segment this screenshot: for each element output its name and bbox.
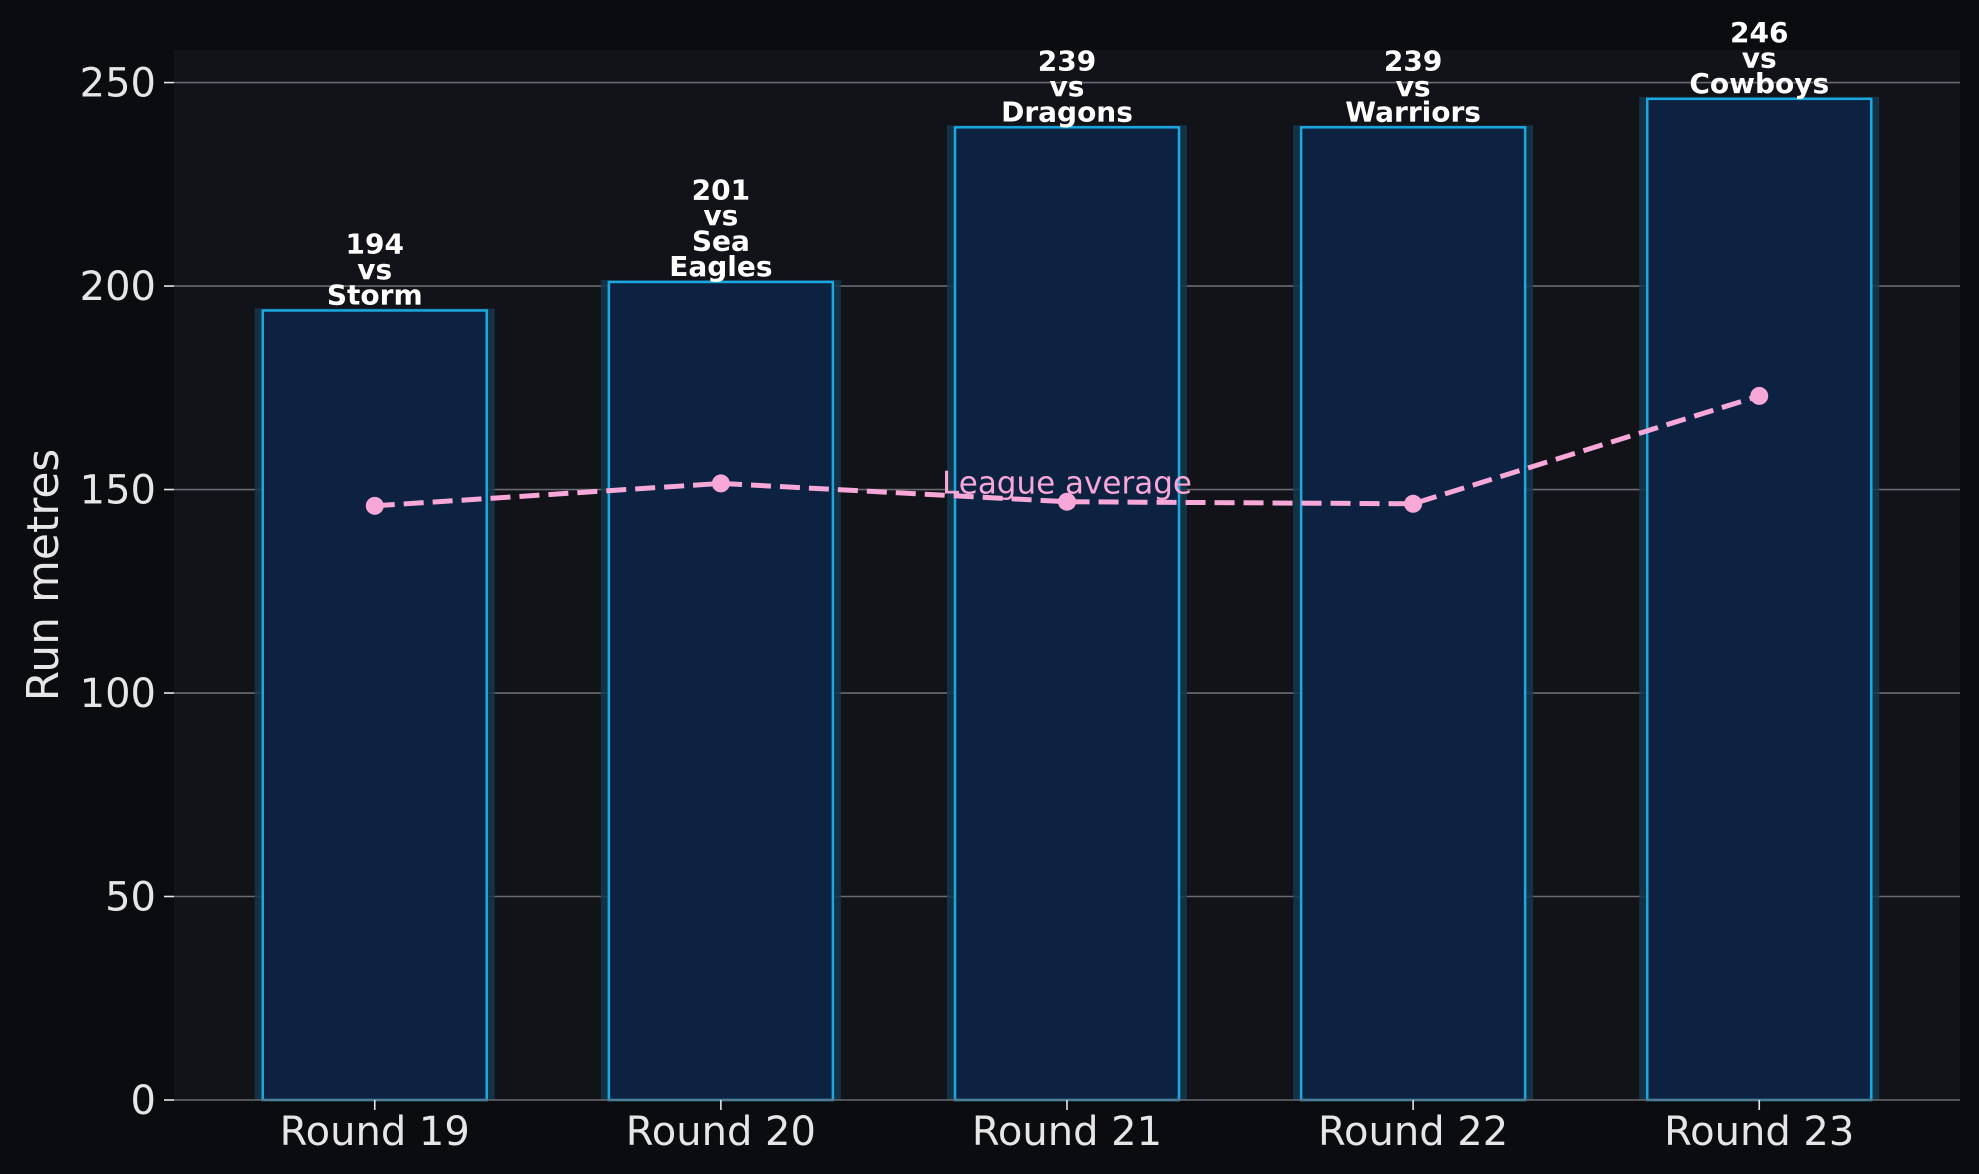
average-line (374, 393, 1760, 509)
x-tick-label: Round 19 (280, 1109, 470, 1155)
bar-value-label: vs (703, 199, 738, 232)
x-tick-label: Round 20 (626, 1109, 816, 1155)
y-tick-label: 0 (131, 1078, 156, 1124)
bar-value-label: vs (357, 253, 392, 286)
bar (607, 280, 835, 1102)
bar-value-label: vs (1050, 70, 1085, 103)
bar-value-label: Storm (327, 278, 423, 311)
bar-value-label: Cowboys (1689, 67, 1829, 100)
bars (254, 96, 1880, 1102)
x-tick-label: Round 21 (972, 1109, 1162, 1155)
bar-value-label: 201 (692, 173, 750, 206)
y-tick-label: 250 (80, 61, 156, 107)
y-tick-label: 150 (80, 468, 156, 514)
bar-value-label: 239 (1384, 44, 1442, 77)
y-axis-title: Run metres (18, 449, 69, 702)
bar-value-label: Warriors (1345, 95, 1481, 128)
bar-value-label: vs (1396, 70, 1431, 103)
bar-value-label: Dragons (1001, 95, 1133, 128)
average-point (1750, 386, 1769, 405)
average-point (711, 474, 730, 493)
axes: 0 50 100 150 200 250 Round 19 Round 20 Round 21 R… (80, 61, 1960, 1155)
bar-labels: 194vsStorm201vsSeaEagles239vsDragons239v… (327, 16, 1829, 312)
bar-value-label: 194 (346, 227, 404, 260)
average-point (1404, 494, 1423, 513)
x-tick-label: Round 23 (1664, 1109, 1854, 1155)
average-point (1058, 492, 1076, 511)
bar-value-label: Eagles (669, 250, 772, 283)
y-tick-label: 100 (80, 671, 156, 717)
bar (953, 126, 1181, 1102)
bar-value-label: 246 (1730, 16, 1788, 49)
bar (261, 309, 489, 1102)
bar (1299, 126, 1527, 1102)
average-point (365, 496, 384, 515)
x-tick-label: Round 22 (1318, 1109, 1508, 1155)
y-tick-label: 200 (80, 264, 156, 310)
bar-value-label: 239 (1038, 44, 1096, 77)
y-tick-label: 50 (105, 875, 156, 921)
bar (1645, 97, 1873, 1102)
league-average-line: League average (365, 386, 1769, 515)
bar-value-label: vs (1742, 41, 1777, 74)
bar-value-label: Sea (692, 224, 750, 257)
average-line-label: League average (942, 466, 1192, 502)
